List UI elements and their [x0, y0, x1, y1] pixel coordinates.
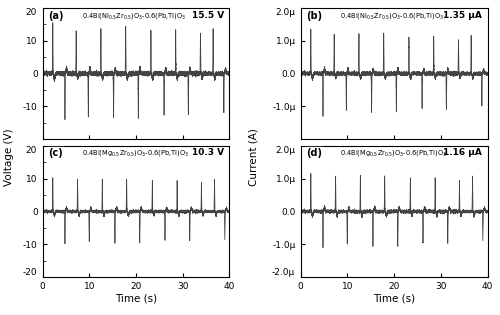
Text: Current (A): Current (A)	[249, 129, 259, 186]
Text: 0.4Bi(Ni$_{0.5}$Zr$_{0.5}$)O$_3$-0.6(Pb,Ti)O$_3$: 0.4Bi(Ni$_{0.5}$Zr$_{0.5}$)O$_3$-0.6(Pb,…	[340, 10, 444, 20]
Text: 1.16 μA: 1.16 μA	[443, 148, 482, 158]
Text: (a): (a)	[48, 10, 64, 20]
Text: (d): (d)	[306, 148, 322, 158]
Text: 0.4Bi(Ni$_{0.5}$Zr$_{0.5}$)O$_3$-0.6(Pb,Ti)O$_3$: 0.4Bi(Ni$_{0.5}$Zr$_{0.5}$)O$_3$-0.6(Pb,…	[82, 10, 186, 20]
Text: 0.4Bi(Mg$_{0.5}$Zr$_{0.5}$)O$_3$-0.6(Pb,Ti)O$_3$: 0.4Bi(Mg$_{0.5}$Zr$_{0.5}$)O$_3$-0.6(Pb,…	[82, 148, 189, 158]
Text: 15.5 V: 15.5 V	[192, 10, 224, 20]
Text: Voltage (V): Voltage (V)	[4, 129, 14, 186]
Text: -2.0μ: -2.0μ	[272, 268, 295, 277]
Text: (c): (c)	[48, 148, 63, 158]
Text: 2.0μ: 2.0μ	[275, 146, 295, 155]
X-axis label: Time (s): Time (s)	[115, 294, 157, 304]
X-axis label: Time (s): Time (s)	[373, 294, 415, 304]
Text: 20: 20	[26, 8, 37, 17]
Text: 2.0μ: 2.0μ	[275, 8, 295, 17]
Text: -20: -20	[22, 268, 37, 277]
Text: 1.35 μA: 1.35 μA	[443, 10, 482, 20]
Text: (b): (b)	[306, 10, 322, 20]
Text: 0.4Bi(Mg$_{0.5}$Zr$_{0.5}$)O$_3$-0.6(Pb,Ti)O$_3$: 0.4Bi(Mg$_{0.5}$Zr$_{0.5}$)O$_3$-0.6(Pb,…	[340, 148, 447, 158]
Text: 20: 20	[26, 146, 37, 155]
Text: 10.3 V: 10.3 V	[192, 148, 224, 158]
